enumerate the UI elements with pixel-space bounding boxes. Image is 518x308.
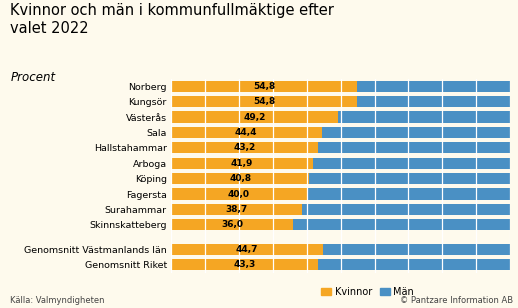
Bar bbox=[171, 204, 302, 215]
Text: 38,7: 38,7 bbox=[225, 205, 248, 214]
Bar bbox=[313, 158, 510, 169]
Bar bbox=[307, 188, 510, 200]
Text: 40,0: 40,0 bbox=[228, 189, 250, 199]
Bar bbox=[338, 111, 510, 123]
Text: © Pantzare Information AB: © Pantzare Information AB bbox=[400, 296, 513, 305]
Text: Procent: Procent bbox=[10, 71, 55, 84]
Bar bbox=[293, 219, 510, 230]
Text: 43,2: 43,2 bbox=[233, 143, 255, 152]
Legend: Kvinnor, Män: Kvinnor, Män bbox=[318, 283, 418, 301]
Text: Källa: Valmyndigheten: Källa: Valmyndigheten bbox=[10, 296, 105, 305]
Bar bbox=[322, 127, 510, 138]
Text: 44,7: 44,7 bbox=[236, 245, 258, 254]
Text: 43,3: 43,3 bbox=[233, 260, 255, 270]
Bar bbox=[318, 259, 510, 270]
Bar bbox=[171, 259, 318, 270]
Bar bbox=[171, 158, 313, 169]
Bar bbox=[171, 96, 357, 107]
Text: Kvinnor och män i kommunfullmäktige efter
valet 2022: Kvinnor och män i kommunfullmäktige efte… bbox=[10, 3, 334, 36]
Bar bbox=[171, 219, 293, 230]
Bar bbox=[171, 127, 322, 138]
Text: 36,0: 36,0 bbox=[221, 220, 243, 229]
Bar bbox=[357, 96, 510, 107]
Bar bbox=[309, 173, 510, 184]
Bar bbox=[171, 81, 357, 92]
Text: 54,8: 54,8 bbox=[253, 97, 275, 106]
Bar bbox=[171, 111, 338, 123]
Bar bbox=[171, 188, 307, 200]
Text: 41,9: 41,9 bbox=[231, 159, 253, 168]
Text: 54,8: 54,8 bbox=[253, 82, 275, 91]
Text: 49,2: 49,2 bbox=[243, 112, 266, 122]
Bar bbox=[357, 81, 510, 92]
Bar bbox=[318, 142, 510, 153]
Text: 40,8: 40,8 bbox=[229, 174, 251, 183]
Bar bbox=[171, 173, 309, 184]
Text: 44,4: 44,4 bbox=[235, 128, 257, 137]
Bar bbox=[302, 204, 510, 215]
Bar bbox=[171, 142, 318, 153]
Bar bbox=[323, 244, 510, 255]
Bar bbox=[171, 244, 323, 255]
